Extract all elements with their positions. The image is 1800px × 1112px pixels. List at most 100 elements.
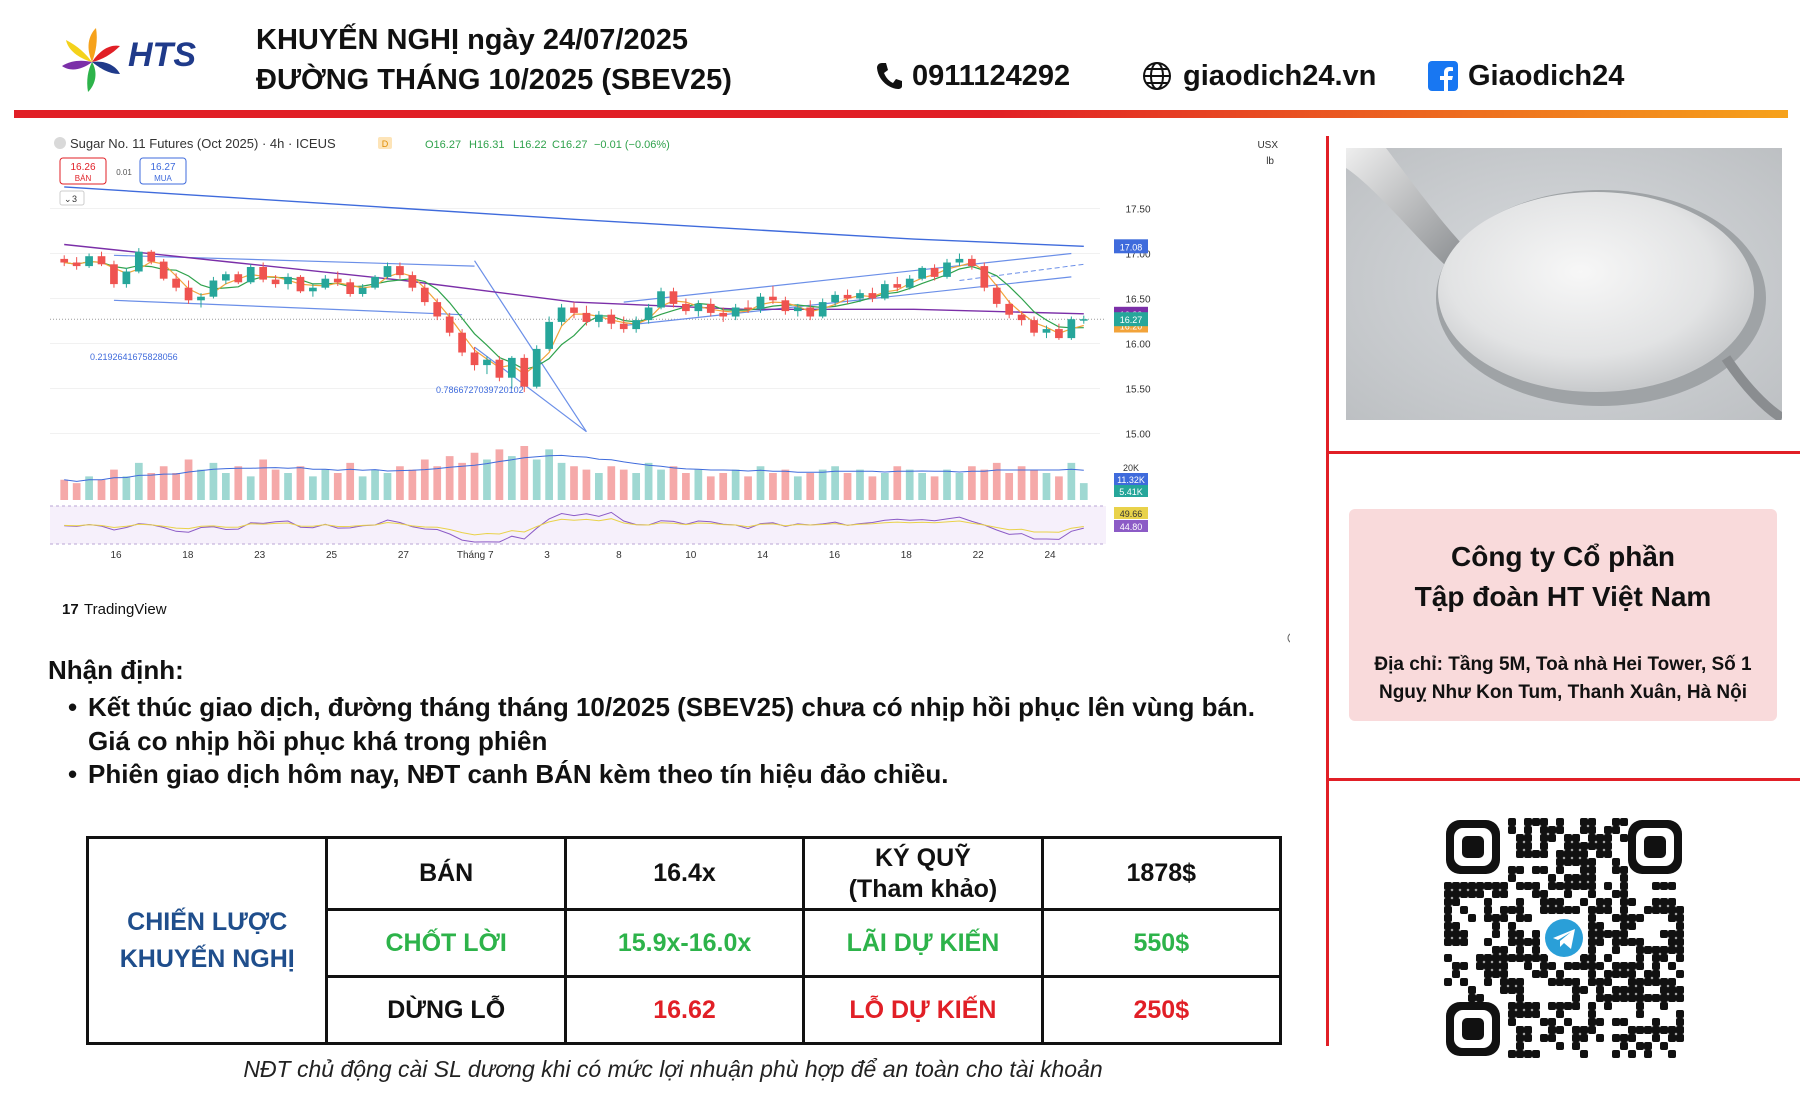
qr-module (1532, 1050, 1540, 1058)
ma-line-0 (64, 186, 1084, 247)
phone-contact[interactable]: 0911124292 (876, 56, 1070, 96)
qr-module (1588, 874, 1596, 882)
qr-module (1668, 978, 1676, 986)
qr-module (1564, 842, 1572, 850)
qr-module (1660, 1002, 1668, 1010)
qr-module (1492, 962, 1500, 970)
qr-module (1588, 954, 1596, 962)
qr-module (1660, 1026, 1668, 1034)
candle (955, 253, 964, 267)
qr-module (1556, 858, 1564, 866)
volume-ma-label-bg (1114, 473, 1148, 485)
buy-label: MUA (154, 174, 172, 183)
qr-module (1580, 1034, 1588, 1042)
qr-module (1612, 1050, 1620, 1058)
company-address-line1: Địa chỉ: Tầng 5M, Toà nhà Hei Tower, Số … (1374, 654, 1752, 675)
d-badge-bg (378, 137, 392, 149)
volume-bar (420, 459, 429, 500)
qr-module (1604, 882, 1612, 890)
recommendation-title: KHUYẾN NGHỊ ngày 24/07/2025 (256, 24, 688, 56)
indicator-toggle[interactable] (59, 190, 85, 206)
telegram-qr-code[interactable] (1444, 818, 1684, 1058)
candle-body (259, 267, 268, 280)
qr-module (1508, 986, 1516, 994)
volume-bar (333, 473, 342, 500)
qr-module (1620, 890, 1628, 898)
qr-module (1564, 850, 1572, 858)
volume-bar (607, 466, 616, 500)
qr-module (1460, 938, 1468, 946)
qr-module (1516, 1010, 1524, 1018)
qr-module (1540, 962, 1548, 970)
x-tick-label: 10 (685, 550, 697, 561)
qr-module (1500, 954, 1508, 962)
candle (97, 251, 106, 267)
qr-module (1668, 946, 1676, 954)
candle (992, 284, 1001, 308)
volume-bar (458, 462, 466, 500)
candle-body (905, 278, 914, 288)
qr-module (1572, 1042, 1580, 1050)
candle (445, 312, 454, 337)
qr-module (1612, 986, 1620, 994)
candle (234, 271, 243, 285)
price-chart[interactable]: 17.50 17.00 16.50 16.00 15.50 15.00 17.08 16.20… (50, 128, 1290, 650)
qr-module (1604, 906, 1612, 914)
qr-module (1612, 930, 1620, 938)
candle-body (619, 323, 628, 330)
candle-body (1067, 319, 1076, 339)
volume-bar (1042, 473, 1051, 500)
volume-bar (669, 466, 678, 500)
facebook-contact[interactable]: Giaodich24 (1428, 56, 1624, 96)
candle (383, 262, 392, 279)
website-contact[interactable]: giaodich24.vn (1141, 56, 1376, 96)
qr-module (1596, 986, 1604, 994)
qr-module (1516, 1050, 1524, 1058)
settings-icon[interactable] (1287, 633, 1290, 643)
buy-button[interactable] (139, 157, 187, 185)
candle-body (1017, 314, 1026, 321)
qr-module (1628, 970, 1636, 978)
margin-value-cell: 1878$ (1040, 836, 1283, 911)
candle-body (644, 307, 653, 321)
qr-module (1572, 834, 1580, 842)
qr-module (1516, 930, 1524, 938)
qr-module (1660, 882, 1668, 890)
volume-bar (159, 466, 168, 500)
volume-bar (905, 469, 914, 500)
candle (197, 293, 205, 308)
candle-body (880, 284, 889, 299)
candle-body (632, 320, 641, 330)
company-name-line2: Tập đoàn HT Việt Nam (1414, 581, 1712, 612)
x-tick-label: 18 (182, 550, 194, 561)
candle (284, 273, 292, 290)
qr-module (1516, 866, 1524, 874)
qr-module (1612, 962, 1620, 970)
qr-module (1644, 1042, 1652, 1050)
candle (222, 271, 230, 285)
candle-body (682, 303, 690, 312)
qr-module (1460, 890, 1468, 898)
qr-module (1548, 1002, 1556, 1010)
currency-selector[interactable]: USX (1257, 140, 1278, 151)
qr-module (1524, 1010, 1532, 1018)
qr-module (1596, 1034, 1604, 1042)
x-tick-label: 27 (398, 550, 410, 561)
candle-body (495, 359, 504, 378)
qr-module (1612, 1034, 1620, 1042)
qr-module (1604, 1002, 1612, 1010)
candle-body (172, 278, 180, 288)
qr-module (1604, 834, 1612, 842)
qr-module (1620, 1034, 1628, 1042)
unit-selector[interactable]: lb (1266, 156, 1274, 167)
candle (595, 311, 603, 328)
candle-body (371, 276, 379, 288)
d-badge: D (382, 139, 389, 149)
candle (657, 287, 665, 310)
rsi-band (50, 506, 1106, 544)
qr-module (1580, 850, 1588, 858)
qr-module (1548, 978, 1556, 986)
candle (172, 273, 180, 292)
qr-module (1668, 994, 1676, 1002)
sell-button[interactable] (59, 157, 107, 185)
